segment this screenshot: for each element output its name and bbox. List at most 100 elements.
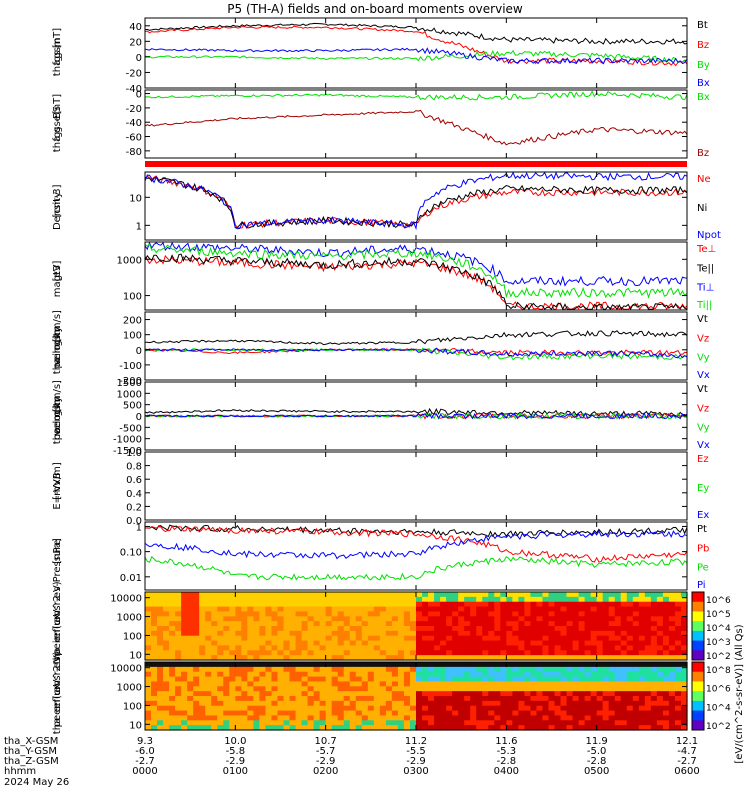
heatmap-cell (416, 601, 423, 608)
heatmap-cell (680, 710, 688, 717)
heatmap-cell (662, 611, 670, 617)
heatmap-cell (578, 686, 586, 692)
heatmap-cell (650, 671, 658, 678)
heatmap-cell (373, 676, 381, 683)
heatmap-cell (313, 681, 321, 687)
heatmap-cell (632, 640, 640, 647)
ytick-label: 0.0 (126, 516, 142, 527)
heatmap-cell (205, 635, 212, 642)
heatmap-cell (223, 626, 230, 632)
heatmap-cell (566, 621, 574, 627)
heatmap-cell (217, 596, 224, 603)
heatmap-cell (361, 666, 369, 673)
heatmap-cell (277, 700, 285, 707)
heatmap-cell (241, 601, 248, 608)
heatmap-cell (361, 640, 369, 647)
heatmap-cell (674, 700, 682, 707)
heatmap-cell (680, 645, 688, 651)
heatmap-cell (397, 626, 405, 632)
heatmap-cell (349, 671, 357, 678)
heatmap-cell (566, 596, 574, 603)
heatmap-cell (325, 630, 333, 637)
heatmap-cell (572, 655, 580, 661)
ytick-label: 0.6 (126, 475, 142, 486)
heatmap-cell (247, 640, 254, 647)
heatmap-cell (205, 630, 212, 637)
heatmap-cell (554, 705, 562, 712)
heatmap-cell (632, 705, 640, 712)
heatmap-cell (662, 626, 670, 632)
heatmap-cell (614, 621, 622, 627)
heatmap-cell (656, 655, 664, 661)
heatmap-cell (464, 696, 471, 702)
heatmap-cell (554, 635, 562, 642)
heatmap-cell (307, 676, 315, 683)
heatmap-cell (452, 676, 459, 683)
heatmap-cell (626, 681, 634, 687)
heatmap-cell (403, 691, 411, 697)
heatmap-cell (343, 720, 351, 726)
heatmap-cell (536, 662, 544, 668)
heatmap-cell (428, 700, 435, 707)
heatmap-cell (313, 601, 321, 608)
heatmap-cell (397, 650, 405, 656)
heatmap-cell (512, 686, 519, 692)
heatmap-cell (385, 720, 393, 726)
heatmap-cell (385, 696, 393, 702)
heatmap-cell (361, 592, 369, 598)
heatmap-cell (494, 626, 501, 632)
heatmap-cell (223, 640, 230, 647)
heatmap-cell (283, 621, 291, 627)
heatmap-cell (175, 596, 182, 603)
heatmap-cell (650, 601, 658, 608)
heatmap-cell (608, 606, 616, 613)
ylabel-line: gsm (52, 325, 63, 346)
heatmap-cell (482, 592, 489, 598)
heatmap-cell (169, 655, 176, 661)
heatmap-cell (211, 630, 218, 637)
heatmap-cell (530, 696, 538, 702)
heatmap-cell (187, 720, 194, 726)
date-label: 2024 May 26 (4, 777, 69, 788)
heatmap-cell (151, 601, 158, 608)
heatmap-cell (614, 626, 622, 632)
legend-Te||: Te|| (696, 263, 714, 274)
heatmap-cell (403, 640, 411, 647)
heatmap-cell (373, 611, 381, 617)
heatmap-cell (277, 626, 285, 632)
heatmap-cell (403, 681, 411, 687)
heatmap-cell (385, 606, 393, 613)
heatmap-cell (626, 710, 634, 717)
heatmap-cell (151, 596, 158, 603)
heatmap-cell (488, 621, 495, 627)
heatmap-cell (367, 645, 375, 651)
legend-Ex: Ex (697, 510, 709, 521)
heatmap-cell (680, 621, 688, 627)
heatmap-cell (391, 666, 399, 673)
heatmap-cell (199, 691, 206, 697)
heatmap-cell (331, 606, 339, 613)
heatmap-cell (560, 681, 568, 687)
heatmap-cell (361, 662, 369, 668)
heatmap-cell (518, 666, 525, 673)
heatmap-cell (644, 645, 652, 651)
heatmap-cell (163, 616, 170, 622)
heatmap-cell (530, 720, 538, 726)
heatmap-cell (452, 696, 459, 702)
heatmap-cell (373, 640, 381, 647)
legend-Te⊥: Te⊥ (696, 244, 716, 255)
heatmap-cell (590, 676, 598, 683)
heatmap-cell (337, 640, 345, 647)
heatmap-cell (271, 621, 279, 627)
heatmap-cell (530, 691, 538, 697)
heatmap-cell (145, 720, 152, 726)
series-line-Npot (144, 171, 688, 231)
heatmap-cell (422, 705, 429, 712)
ytick-label: 1.0 (126, 448, 142, 459)
heatmap-cell (253, 676, 261, 683)
heatmap-cell (385, 626, 393, 632)
heatmap-cell (662, 720, 670, 726)
ylabel-line: tha (52, 718, 63, 734)
heatmap-cell (373, 621, 381, 627)
